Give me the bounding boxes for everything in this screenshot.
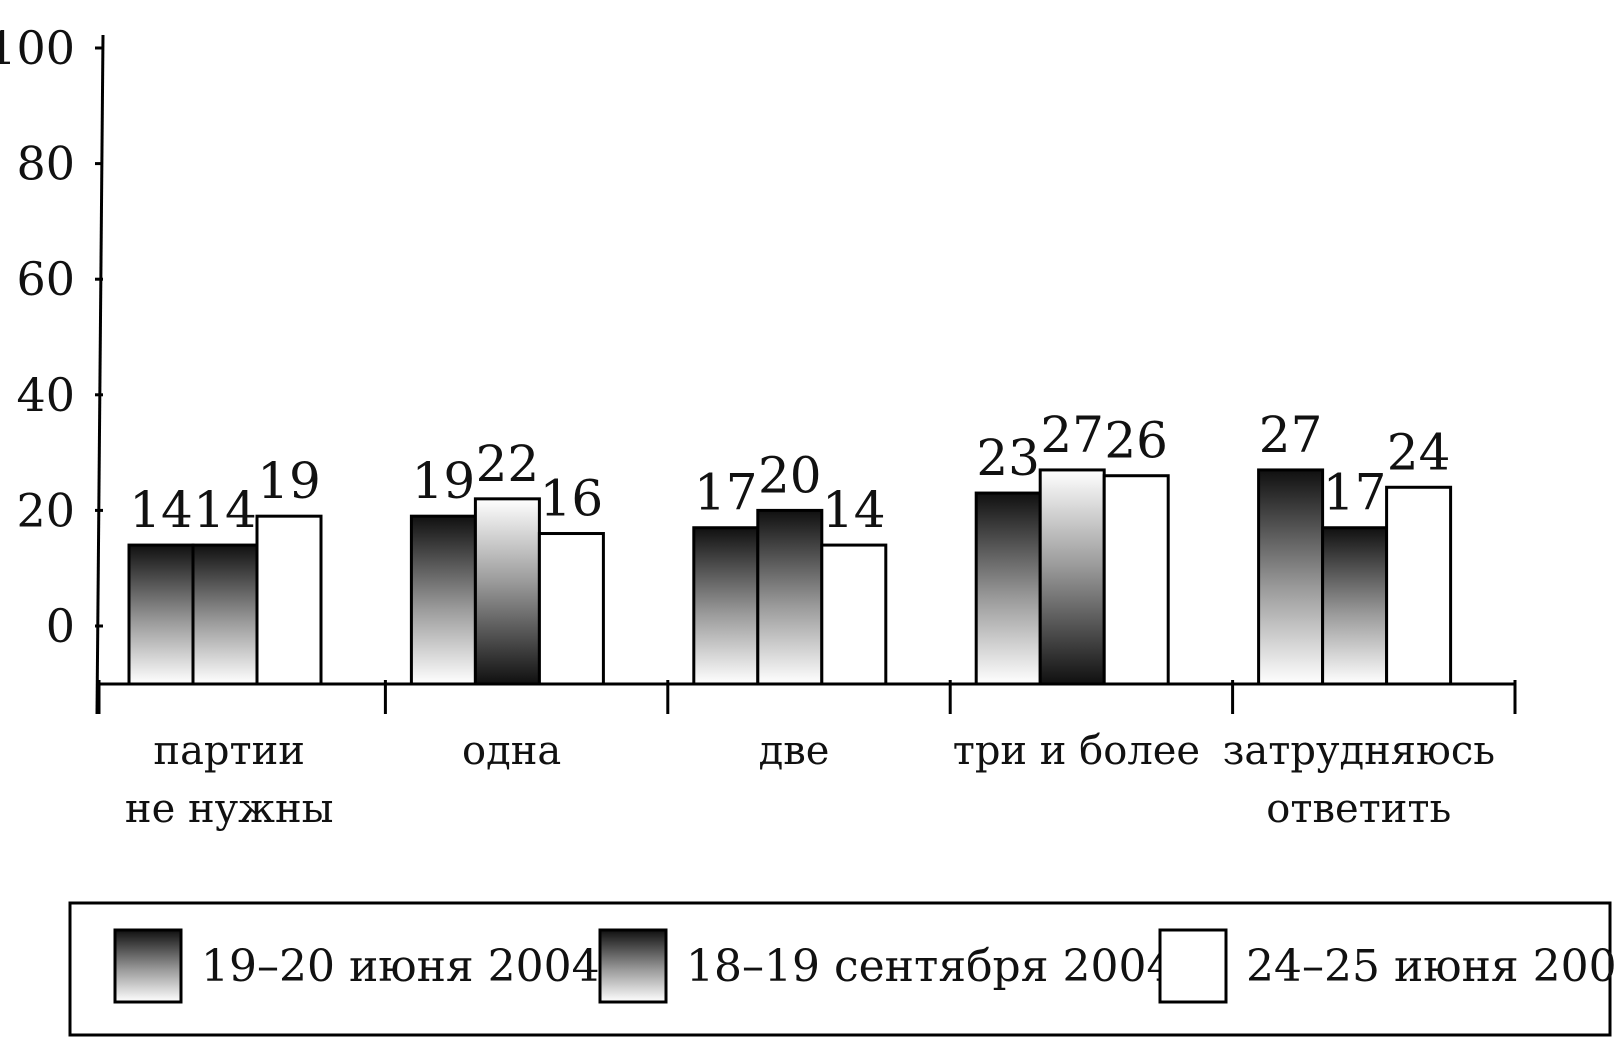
bar-s0-c2 — [692, 526, 760, 686]
legend-label: 19–20 июня 2004 г. — [201, 941, 651, 992]
bar-s2-c1 — [537, 532, 605, 686]
axes: 100 80 60 40 20 0 партии не нужны одна две три и б… — [0, 21, 1517, 832]
data-label: 19 — [412, 452, 476, 510]
bar-s0-c3 — [974, 491, 1042, 686]
legend-box — [68, 901, 1612, 1037]
category-label: две — [759, 728, 830, 774]
data-label: 14 — [822, 481, 886, 539]
legend: 19–20 июня 2004 г. 18–19 сентября 2004 г.… — [68, 901, 1614, 1037]
data-label: 14 — [193, 481, 257, 539]
category-label: партии — [153, 728, 305, 774]
legend-label: 18–19 сентября 2004 г. — [686, 941, 1225, 992]
category-label: ответить — [1266, 786, 1451, 832]
legend-swatch — [113, 928, 183, 1004]
legend-swatch — [598, 928, 668, 1004]
data-label: 17 — [694, 464, 758, 522]
bars — [127, 468, 1453, 686]
data-label: 27 — [1259, 406, 1323, 464]
data-label: 23 — [976, 429, 1040, 487]
y-tick-label: 100 — [0, 21, 75, 75]
data-label: 22 — [476, 435, 540, 493]
bar-s0-c4 — [1257, 468, 1325, 686]
bar-s1-c0 — [191, 543, 259, 686]
y-tick-label: 20 — [16, 483, 75, 537]
legend-label: 24–25 июня 2006 г. — [1246, 941, 1614, 992]
bar-s0-c0 — [127, 543, 195, 686]
bar-s2-c0 — [255, 514, 323, 686]
category-label: три и более — [953, 728, 1200, 774]
data-label: 24 — [1387, 423, 1451, 481]
data-label: 16 — [540, 470, 604, 528]
category-label: затрудняюсь — [1223, 728, 1495, 774]
y-tick-label: 0 — [46, 599, 75, 653]
data-label: 20 — [758, 446, 822, 504]
data-label: 19 — [257, 452, 321, 510]
category-label: не нужны — [125, 786, 334, 832]
bar-s1-c1 — [473, 497, 541, 686]
bar-s2-c4 — [1385, 485, 1453, 686]
data-label: 26 — [1104, 412, 1168, 470]
data-label: 14 — [129, 481, 193, 539]
y-tick-label: 80 — [16, 137, 75, 191]
data-label: 17 — [1323, 464, 1387, 522]
y-axis-line — [95, 34, 105, 715]
bar-s1-c2 — [756, 508, 824, 686]
bar-s2-c2 — [820, 543, 888, 686]
bar-s1-c3 — [1038, 468, 1106, 686]
bar-s2-c3 — [1102, 474, 1170, 686]
category-label: одна — [462, 728, 561, 774]
bar-s1-c4 — [1321, 526, 1389, 686]
bar-s0-c1 — [409, 514, 477, 686]
legend-swatch — [1158, 928, 1228, 1004]
y-tick-label: 40 — [16, 368, 75, 422]
y-tick-label: 60 — [16, 252, 75, 306]
data-label: 27 — [1040, 406, 1104, 464]
